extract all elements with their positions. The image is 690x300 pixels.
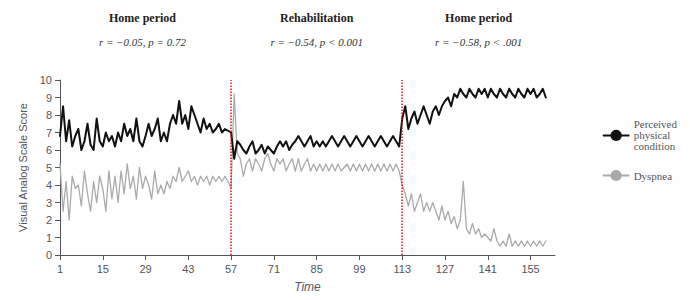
svg-text:r = −0.05, p = 0.72: r = −0.05, p = 0.72 bbox=[99, 36, 187, 48]
svg-text:Visual Analog Scale Score: Visual Analog Scale Score bbox=[17, 103, 29, 232]
svg-text:29: 29 bbox=[139, 263, 151, 275]
svg-text:condition: condition bbox=[634, 140, 676, 152]
svg-text:2: 2 bbox=[46, 214, 52, 226]
svg-text:99: 99 bbox=[353, 263, 365, 275]
svg-text:Home period: Home period bbox=[109, 11, 176, 25]
svg-text:4: 4 bbox=[46, 179, 52, 191]
svg-text:43: 43 bbox=[182, 263, 194, 275]
svg-text:3: 3 bbox=[46, 197, 52, 209]
svg-text:r = −0.54, p < 0.001: r = −0.54, p < 0.001 bbox=[270, 36, 363, 48]
svg-text:1: 1 bbox=[46, 232, 52, 244]
svg-text:Rehabilitation: Rehabilitation bbox=[280, 11, 354, 25]
svg-text:6: 6 bbox=[46, 144, 52, 156]
svg-text:5: 5 bbox=[46, 162, 52, 174]
svg-text:15: 15 bbox=[97, 263, 109, 275]
svg-text:10: 10 bbox=[40, 74, 52, 86]
svg-text:155: 155 bbox=[521, 263, 539, 275]
svg-text:8: 8 bbox=[46, 109, 52, 121]
svg-text:Time: Time bbox=[294, 280, 321, 294]
svg-text:113: 113 bbox=[393, 263, 411, 275]
svg-text:Perceived: Perceived bbox=[633, 118, 677, 131]
svg-text:r = −0.58, p < .001: r = −0.58, p < .001 bbox=[435, 36, 522, 48]
svg-text:85: 85 bbox=[311, 263, 323, 275]
svg-text:1: 1 bbox=[57, 263, 63, 275]
svg-text:141: 141 bbox=[479, 263, 497, 275]
svg-text:9: 9 bbox=[46, 92, 52, 104]
svg-text:physical: physical bbox=[633, 129, 671, 142]
svg-text:127: 127 bbox=[436, 263, 454, 275]
svg-text:Dyspnea: Dyspnea bbox=[634, 170, 673, 182]
svg-text:71: 71 bbox=[268, 263, 280, 275]
svg-text:Home period: Home period bbox=[445, 11, 512, 25]
svg-text:57: 57 bbox=[225, 263, 237, 275]
svg-text:7: 7 bbox=[46, 127, 52, 139]
svg-text:0: 0 bbox=[46, 249, 52, 261]
